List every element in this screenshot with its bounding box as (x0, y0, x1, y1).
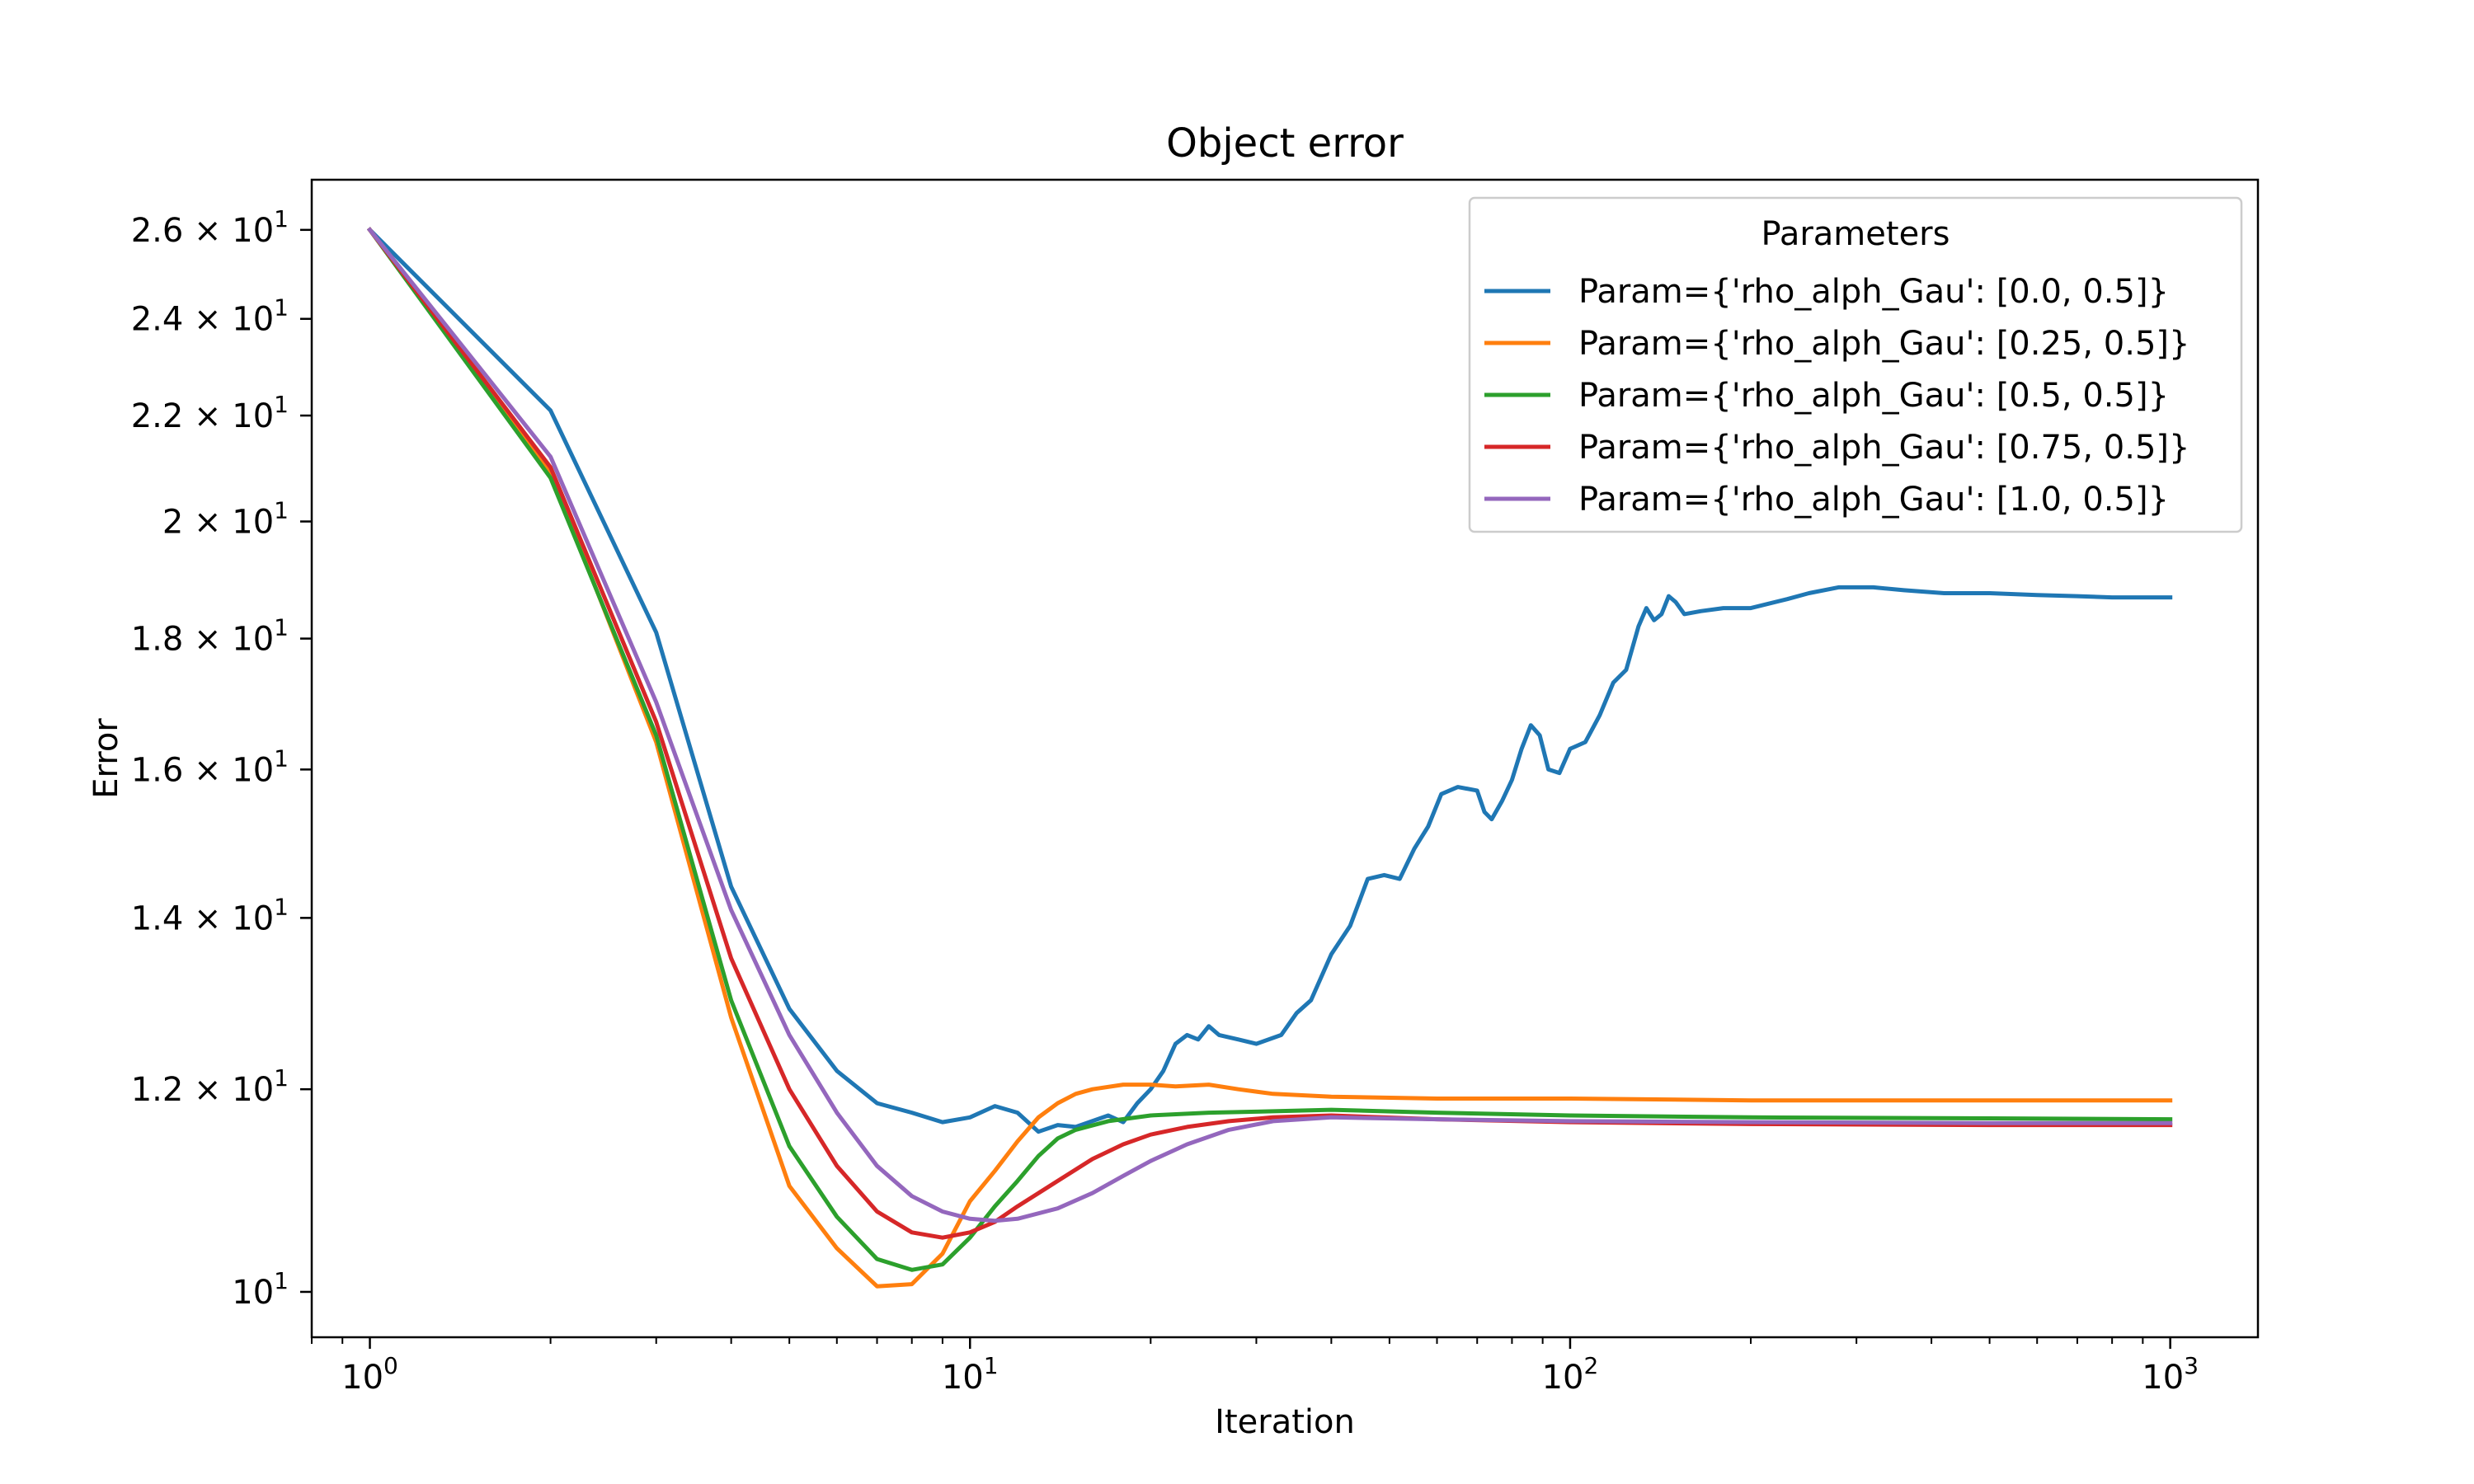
y-tick-exponent: 1 (274, 893, 289, 920)
x-tick-label: 101 (942, 1352, 999, 1397)
y-tick-exponent: 1 (274, 391, 289, 418)
chart-title: Object error (1166, 120, 1404, 167)
y-tick-label: 2.2 × 101 (131, 391, 289, 435)
series-line-5 (366, 227, 2173, 1223)
y-tick-exponent: 1 (274, 1064, 289, 1092)
y-tick-label: 1.6 × 101 (131, 744, 289, 789)
x-axis-label: Iteration (1215, 1403, 1355, 1441)
x-tick-label: 100 (341, 1352, 398, 1397)
y-tick-mantissa: 2.2 × 10 (131, 397, 274, 435)
legend-title: Parameters (1761, 215, 1950, 253)
y-tick-mantissa: 2 × 10 (162, 504, 274, 542)
series-line-2 (367, 227, 2173, 1289)
x-tick-base: 10 (942, 1359, 984, 1397)
y-tick-mantissa: 2.6 × 10 (131, 212, 274, 250)
y-tick-label: 1.2 × 101 (131, 1064, 289, 1109)
plot-frame (310, 178, 2260, 1339)
y-tick-mantissa: 1.6 × 10 (131, 751, 274, 789)
x-tick-label: 102 (1542, 1352, 1599, 1397)
x-tick-exponent: 0 (383, 1352, 398, 1379)
series-line-3 (367, 227, 2173, 1272)
y-tick-exponent: 1 (274, 294, 289, 322)
x-tick-base: 10 (1542, 1359, 1584, 1397)
y-tick-label: 101 (232, 1267, 289, 1312)
y-tick-mantissa: 2.4 × 10 (131, 301, 274, 339)
x-tick-label: 103 (2142, 1352, 2199, 1397)
y-tick-mantissa: 1.8 × 10 (131, 621, 274, 659)
legend-label-3: Param={'rho_alph_Gau': [0.5, 0.5]} (1578, 377, 2169, 415)
y-tick-exponent: 1 (274, 497, 289, 524)
y-tick-mantissa: 1.4 × 10 (131, 899, 274, 937)
y-tick-label: 1.4 × 101 (131, 893, 289, 937)
y-tick-exponent: 1 (274, 205, 289, 232)
legend: Parameters Param={'rho_alph_Gau': [0.0, … (1468, 196, 2243, 533)
series-layer (366, 227, 2173, 1289)
y-tick-label: 2.6 × 101 (131, 205, 289, 250)
x-tick-exponent: 2 (1583, 1352, 1598, 1379)
legend-label-4: Param={'rho_alph_Gau': [0.75, 0.5]} (1578, 429, 2189, 467)
x-tick-base: 10 (341, 1359, 383, 1397)
y-tick-label: 2 × 101 (162, 497, 289, 542)
legend-label-5: Param={'rho_alph_Gau': [1.0, 0.5]} (1578, 481, 2169, 519)
y-tick-exponent: 1 (274, 614, 289, 641)
y-tick-mantissa: 10 (232, 1274, 274, 1312)
y-tick-exponent: 1 (274, 744, 289, 772)
y-tick-exponent: 1 (274, 1267, 289, 1294)
x-tick-exponent: 1 (984, 1352, 999, 1379)
x-tick-base: 10 (2142, 1359, 2184, 1397)
y-tick-label: 2.4 × 101 (131, 294, 289, 339)
x-axis: 100 101 102 103 (311, 1337, 2199, 1397)
legend-label-2: Param={'rho_alph_Gau': [0.25, 0.5]} (1578, 325, 2189, 363)
x-tick-exponent: 3 (2184, 1352, 2199, 1379)
legend-items: Param={'rho_alph_Gau': [0.0, 0.5]} Param=… (1484, 273, 2189, 519)
y-tick-mantissa: 1.2 × 10 (131, 1071, 274, 1109)
y-axis-label: Error (87, 718, 125, 799)
series-line-1 (366, 227, 2173, 1134)
y-tick-label: 1.8 × 101 (131, 614, 289, 659)
legend-label-1: Param={'rho_alph_Gau': [0.0, 0.5]} (1578, 273, 2169, 311)
legend-box (1468, 196, 2243, 533)
